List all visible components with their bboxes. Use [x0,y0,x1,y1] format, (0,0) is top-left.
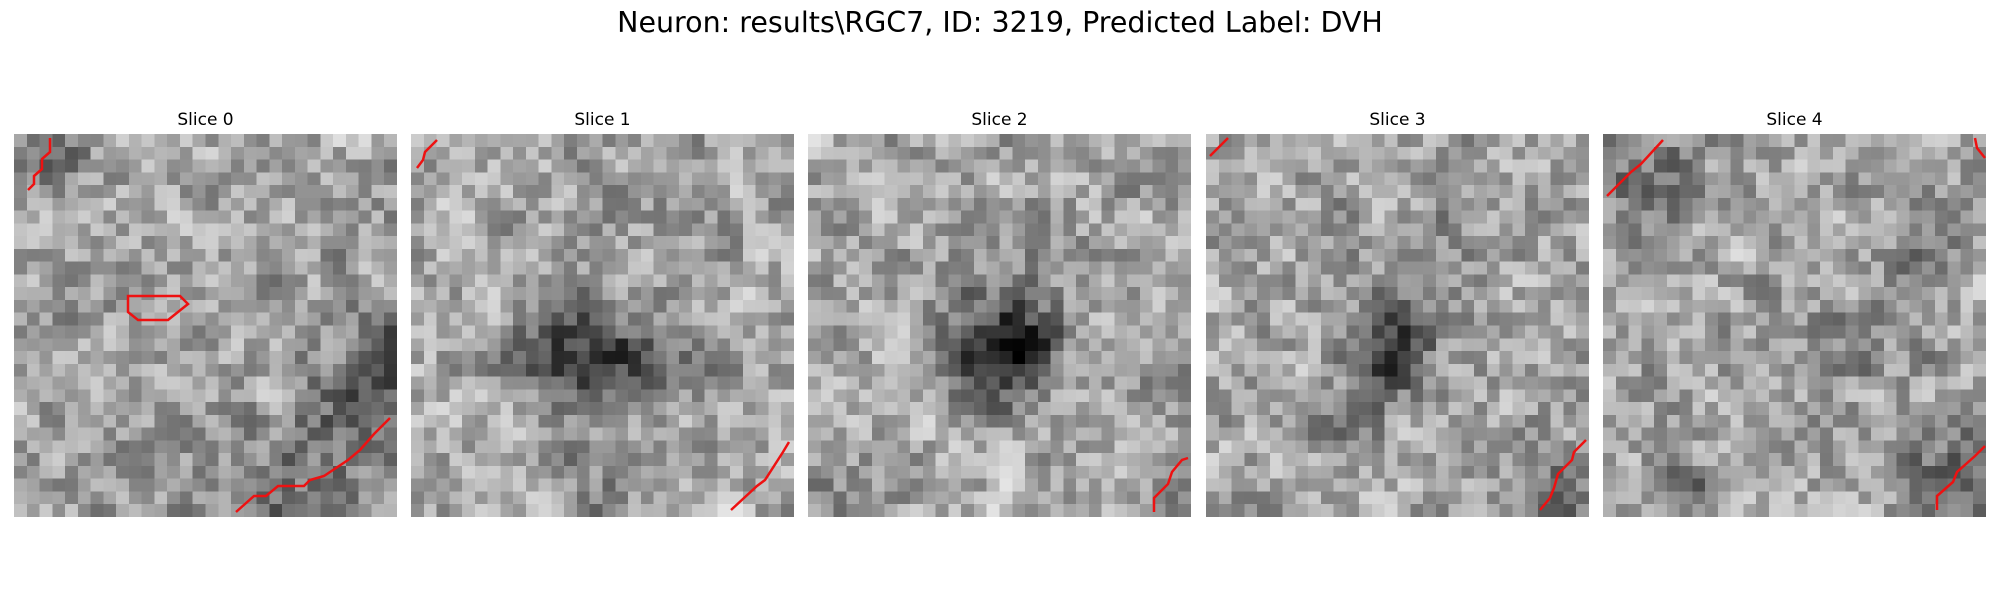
slice-0-title: Slice 0 [177,110,234,130]
slice-0-contours [27,138,391,513]
contour-line [27,138,52,191]
slice-3-image [1206,134,1589,517]
slice-3-contours [1209,137,1587,511]
slice-2-pixels [808,134,1191,517]
slice-4-title: Slice 4 [1766,110,1823,130]
slice-4-pixels [1603,134,1986,517]
slice-3-title: Slice 3 [1369,110,1426,130]
slice-3-pixels [1206,134,1589,517]
slice-4-image [1603,134,1986,517]
slice-2-title: Slice 2 [971,110,1028,130]
slice-1-title: Slice 1 [574,110,631,130]
slice-4-contours [1606,137,1986,510]
slice-1-image [411,134,794,517]
slice-0-image [14,134,397,517]
contour-line [416,139,438,169]
contour-line [126,294,190,322]
contour-line [1973,137,1986,159]
contour-line [1539,439,1587,511]
figure-title: Neuron: results\RGC7, ID: 3219, Predicte… [617,6,1383,39]
slice-2-contours [1152,456,1189,512]
contour-line [1152,456,1189,512]
slice-1-pixels [411,134,794,517]
contour-line [1606,139,1664,197]
contour-line [1935,445,1986,510]
contour-line [730,441,791,511]
slice-0-pixels [14,134,397,517]
contour-line [235,417,391,513]
slice-2-image [808,134,1191,517]
contour-line [1209,137,1229,157]
slice-1-contours [416,139,791,511]
